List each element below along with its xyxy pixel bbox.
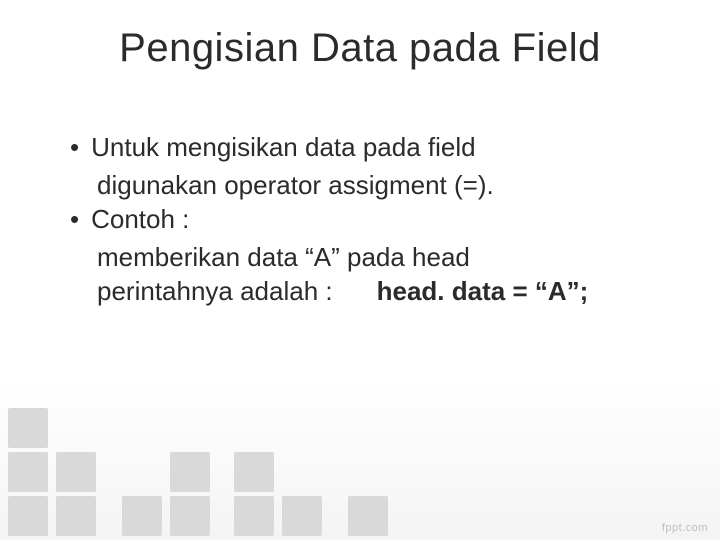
deco-block: [56, 452, 96, 492]
deco-block: [234, 496, 274, 536]
deco-block: [8, 408, 48, 448]
decorative-blocks: [0, 360, 380, 540]
slide: Pengisian Data pada Field • Untuk mengis…: [0, 0, 720, 540]
bullet-icon: •: [70, 202, 79, 236]
deco-block: [122, 496, 162, 536]
slide-content: • Untuk mengisikan data pada field digun…: [70, 130, 670, 308]
watermark: fppt.com: [662, 522, 708, 534]
bullet-icon: •: [70, 130, 79, 164]
deco-block: [170, 452, 210, 492]
bullet-item: • Untuk mengisikan data pada field: [70, 130, 670, 164]
deco-block: [234, 452, 274, 492]
slide-title: Pengisian Data pada Field: [0, 26, 720, 71]
bullet-item: • Contoh :: [70, 202, 670, 236]
bullet-text: Untuk mengisikan data pada field: [91, 130, 475, 164]
deco-block: [282, 496, 322, 536]
bullet-text: Contoh :: [91, 202, 189, 236]
deco-block: [56, 496, 96, 536]
example-prefix: perintahnya adalah :: [97, 276, 333, 306]
deco-block: [8, 496, 48, 536]
example-code: head. data = “A”;: [377, 276, 589, 306]
deco-block: [348, 496, 388, 536]
bullet-continuation: digunakan operator assigment (=).: [97, 168, 670, 202]
deco-block: [8, 452, 48, 492]
deco-block: [170, 496, 210, 536]
example-line-1: memberikan data “A” pada head: [97, 240, 670, 274]
example-line-2: perintahnya adalah : head. data = “A”;: [97, 274, 670, 308]
